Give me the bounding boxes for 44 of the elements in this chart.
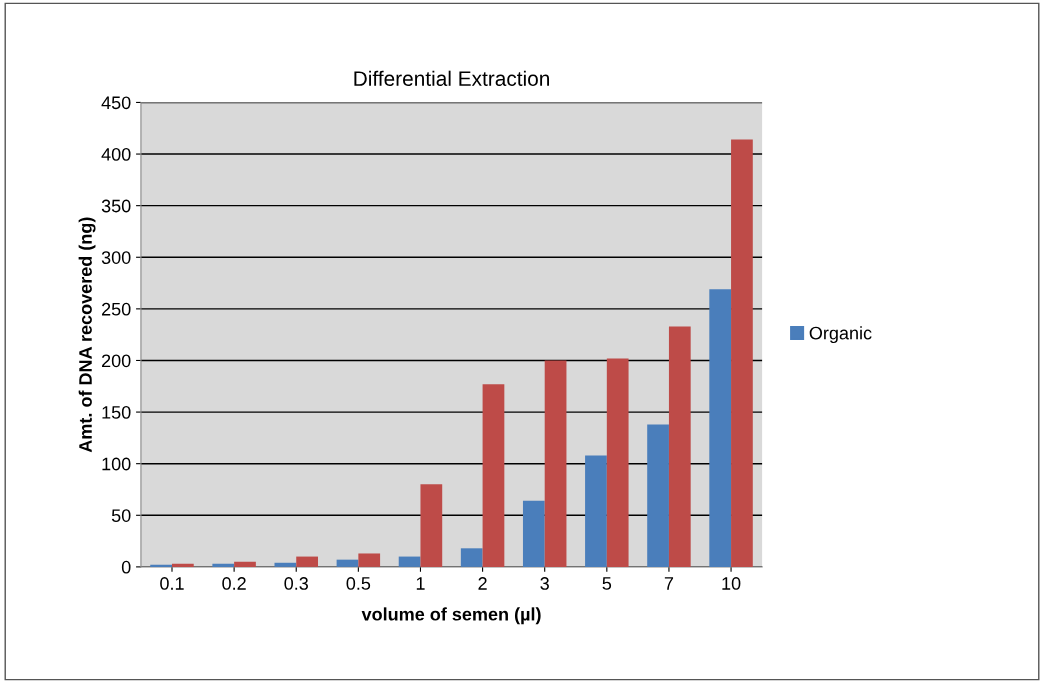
y-tick-label: 450 [101, 96, 131, 110]
bar [709, 289, 732, 567]
bar [172, 563, 194, 567]
bar [482, 384, 505, 567]
y-tick-label: 300 [101, 251, 131, 264]
y-tick-label: 150 [102, 406, 131, 419]
bar [420, 484, 443, 567]
bar [212, 563, 235, 567]
bar [544, 360, 567, 567]
bar [585, 455, 607, 567]
y-tick-label: 100 [102, 457, 131, 471]
y-tick-label: 0 [121, 560, 131, 574]
bar [274, 562, 297, 567]
x-tick-label: 0.5 [346, 577, 371, 590]
bar [606, 358, 629, 567]
y-axis-title: Amt. of DNA recovered (ng) [78, 217, 96, 453]
bar [234, 561, 256, 567]
y-tick-label: 350 [101, 199, 131, 213]
y-tick-label: 400 [101, 147, 131, 161]
y-tick-label: 50 [111, 509, 131, 523]
bar [647, 424, 669, 567]
bar [150, 564, 172, 567]
x-tick-label: 7 [664, 577, 674, 590]
legend-label: Organic [809, 326, 872, 344]
x-axis-title: volume of semen (µl) [361, 607, 541, 625]
x-tick-label: 0.1 [160, 577, 184, 590]
x-tick-label: 0.2 [222, 577, 246, 590]
bar [668, 326, 691, 567]
y-tick-label: 200 [102, 354, 131, 368]
bar [336, 559, 359, 567]
x-tick-label: 5 [602, 577, 612, 590]
y-tick-label: 250 [102, 302, 131, 316]
bar [398, 556, 421, 567]
x-tick-label: 3 [540, 577, 549, 590]
x-tick-label: 2 [478, 577, 487, 590]
bar [460, 548, 483, 567]
bar [296, 556, 318, 567]
x-tick-label: 0.3 [284, 577, 308, 590]
x-tick-label: 10 [722, 577, 741, 590]
bar [522, 500, 545, 567]
bar [358, 553, 381, 567]
bar [731, 139, 753, 567]
x-tick-label: 1 [416, 577, 425, 590]
chart-title: Differential Extraction [354, 70, 549, 86]
